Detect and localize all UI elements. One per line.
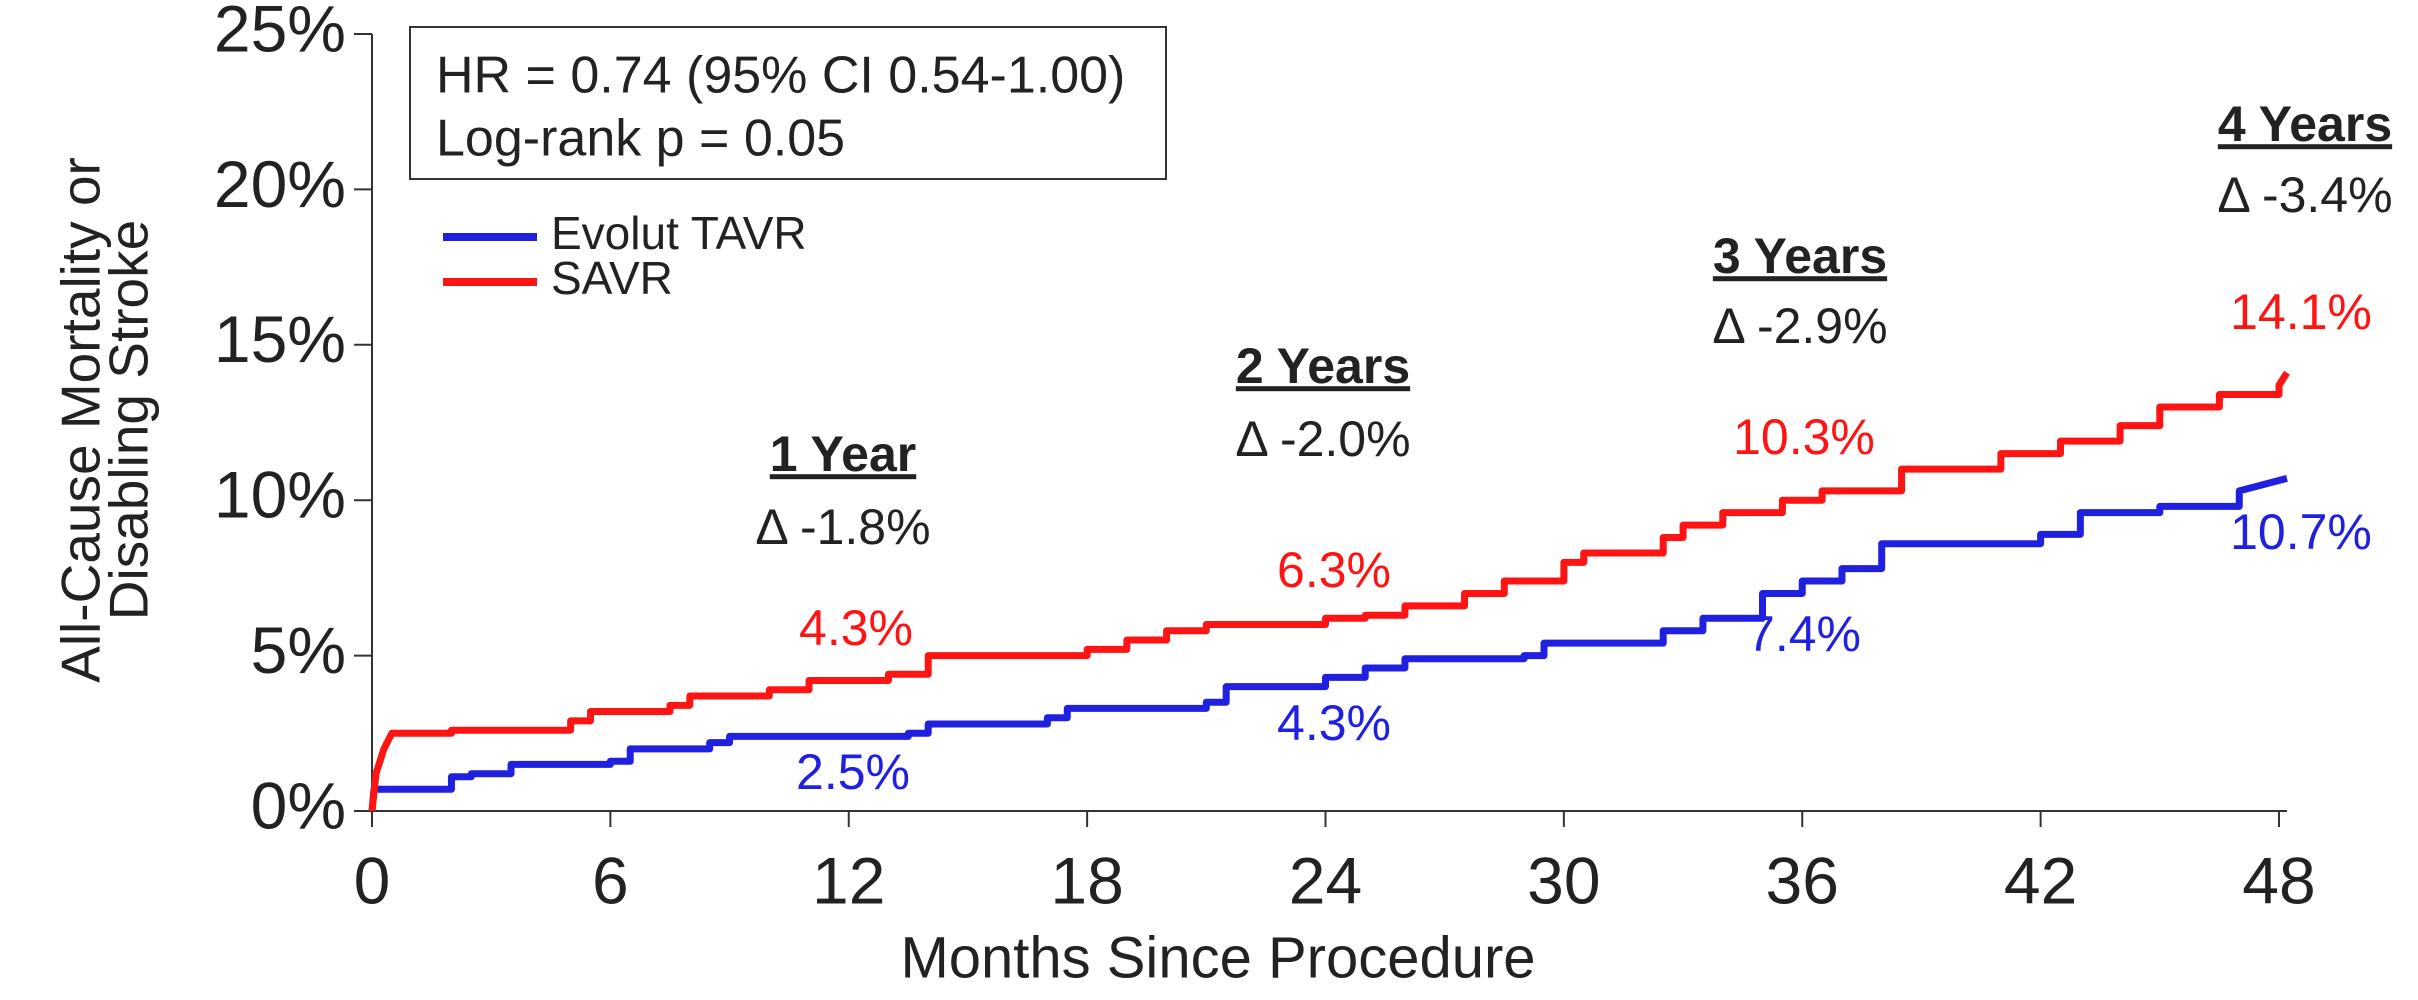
annotation-delta: Δ -1.8% — [755, 499, 930, 555]
km-curve — [368, 475, 2288, 812]
savr-label: 6.3% — [1277, 542, 1391, 598]
annotation-delta: Δ -2.0% — [1235, 411, 1410, 467]
tavr-label: 4.3% — [1277, 695, 1391, 751]
x-tick-label: 42 — [2004, 843, 2077, 917]
x-tick-label: 12 — [812, 843, 885, 917]
legend-label: SAVR — [551, 252, 673, 304]
stats-text: HR = 0.74 (95% CI 0.54-1.00) — [436, 47, 1125, 105]
y-tick-label: 20% — [214, 147, 346, 221]
annotation-heading: 1 Year — [770, 426, 916, 482]
x-axis-title: Months Since Procedure — [900, 925, 1535, 990]
annotation-heading: 4 Years — [2218, 96, 2392, 152]
annotation-delta: Δ -2.9% — [1712, 298, 1887, 354]
y-tick-label: 25% — [214, 0, 346, 65]
y-tick-label: 15% — [214, 302, 346, 376]
annotation-heading: 3 Years — [1713, 228, 1887, 284]
savr-label: 14.1% — [2230, 284, 2372, 340]
stats-text: Log-rank p = 0.05 — [436, 110, 845, 168]
y-axis-title: Disabling Stroke — [98, 220, 160, 620]
x-tick-label: 36 — [1766, 843, 1839, 917]
y-tick-label: 5% — [251, 613, 346, 687]
stats-box — [409, 26, 1167, 180]
x-tick-label: 24 — [1289, 843, 1362, 917]
x-tick-label: 0 — [354, 843, 391, 917]
annotation-heading: 2 Years — [1236, 338, 1410, 394]
x-tick-label: 18 — [1050, 843, 1123, 917]
savr-label: 10.3% — [1733, 409, 1875, 465]
y-tick-label: 10% — [214, 458, 346, 532]
y-tick-label: 0% — [251, 768, 346, 842]
km-curve — [368, 370, 2290, 812]
x-tick-label: 6 — [592, 843, 629, 917]
x-tick-label: 48 — [2242, 843, 2315, 917]
x-tick-label: 30 — [1527, 843, 1600, 917]
tavr-label: 7.4% — [1747, 606, 1861, 662]
annotation-delta: Δ -3.4% — [2217, 167, 2392, 223]
savr-label: 4.3% — [799, 600, 913, 656]
tavr-label: 10.7% — [2230, 504, 2372, 560]
y-axis-title: All-Cause Mortality or — [50, 157, 112, 683]
tavr-label: 2.5% — [796, 744, 910, 800]
legend-label: Evolut TAVR — [551, 207, 807, 259]
